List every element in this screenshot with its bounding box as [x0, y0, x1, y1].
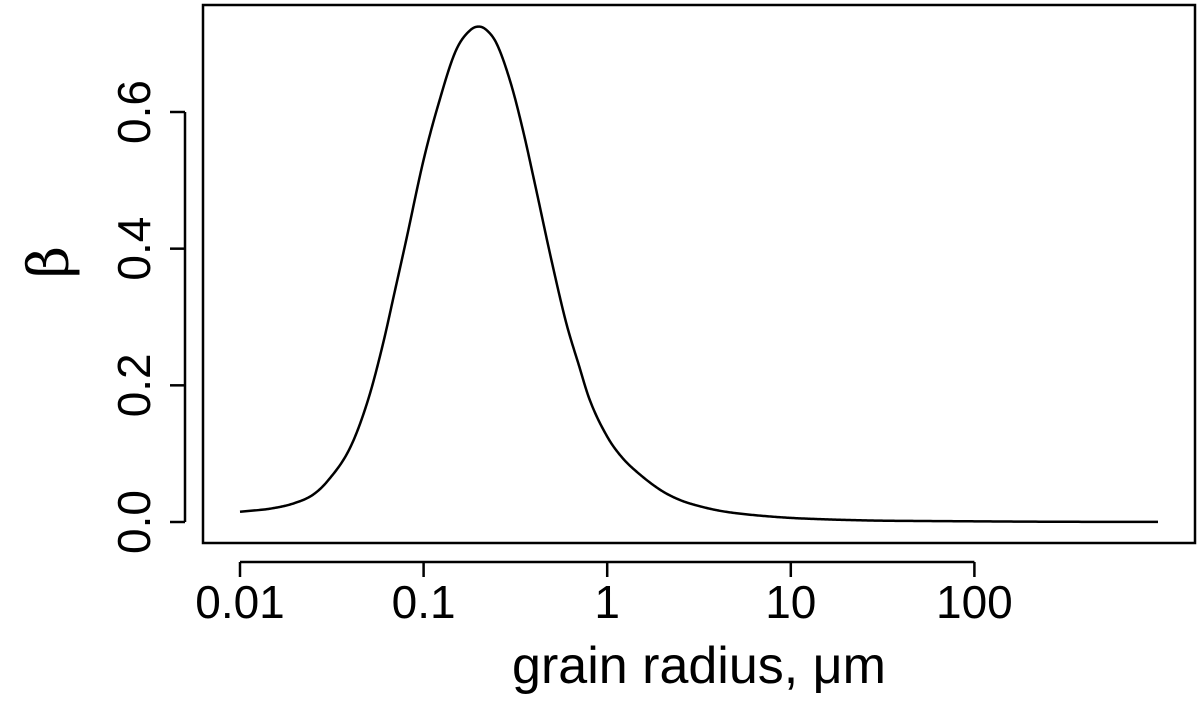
y-tick-label: 0.2	[108, 353, 160, 417]
y-tick-label: 0.6	[108, 80, 160, 144]
y-axis-title: β	[17, 246, 82, 278]
x-tick-label: 0.1	[392, 576, 456, 628]
x-tick-label: 1	[594, 576, 620, 628]
beta-curve	[239, 25, 1158, 524]
x-axis: 0.01 0.1 1 10 100	[195, 560, 1013, 628]
y-tick-label: 0.4	[108, 217, 160, 281]
y-tick-label: 0.0	[108, 490, 160, 554]
y-axis: 0.0 0.2 0.4 0.6	[108, 80, 187, 554]
x-tick-label: 10	[765, 576, 816, 628]
x-axis-title: grain radius, μm	[512, 637, 886, 695]
x-tick-label: 0.01	[195, 576, 285, 628]
x-tick-label: 100	[936, 576, 1013, 628]
plot-frame	[201, 3, 1197, 545]
